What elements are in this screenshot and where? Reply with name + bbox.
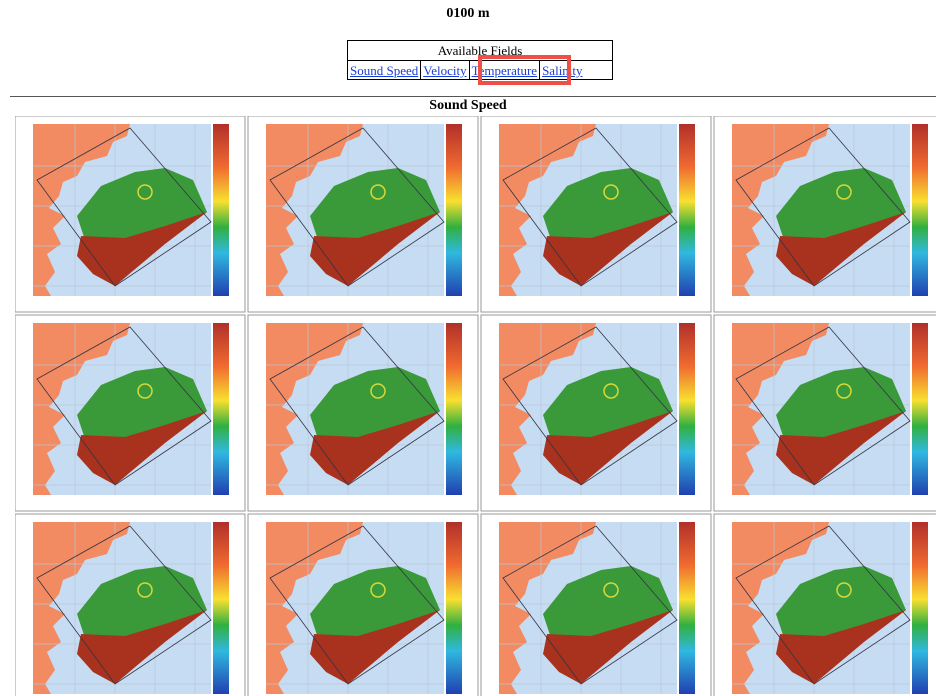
depth-title: 0100 m xyxy=(0,6,936,22)
page: {"header": {"depth": "0100 m"}, "fields"… xyxy=(0,0,936,696)
map-thumbnail xyxy=(714,514,936,696)
section-title: Sound Speed xyxy=(0,98,936,114)
map-thumbnail xyxy=(248,116,478,312)
map-thumbnail xyxy=(15,315,245,511)
field-link[interactable]: Velocity xyxy=(421,61,469,80)
highlight-box xyxy=(478,55,571,85)
map-thumbnail xyxy=(481,315,711,511)
map-thumbnail xyxy=(15,116,245,312)
map-thumbnail xyxy=(248,514,478,696)
map-thumbnail xyxy=(15,514,245,696)
map-grid xyxy=(15,116,936,696)
map-thumbnail xyxy=(481,514,711,696)
map-thumbnail xyxy=(714,116,936,312)
map-thumbnail xyxy=(714,315,936,511)
map-thumbnail xyxy=(248,315,478,511)
map-thumbnail xyxy=(481,116,711,312)
field-link[interactable]: Sound Speed xyxy=(348,61,421,80)
divider xyxy=(10,96,936,97)
